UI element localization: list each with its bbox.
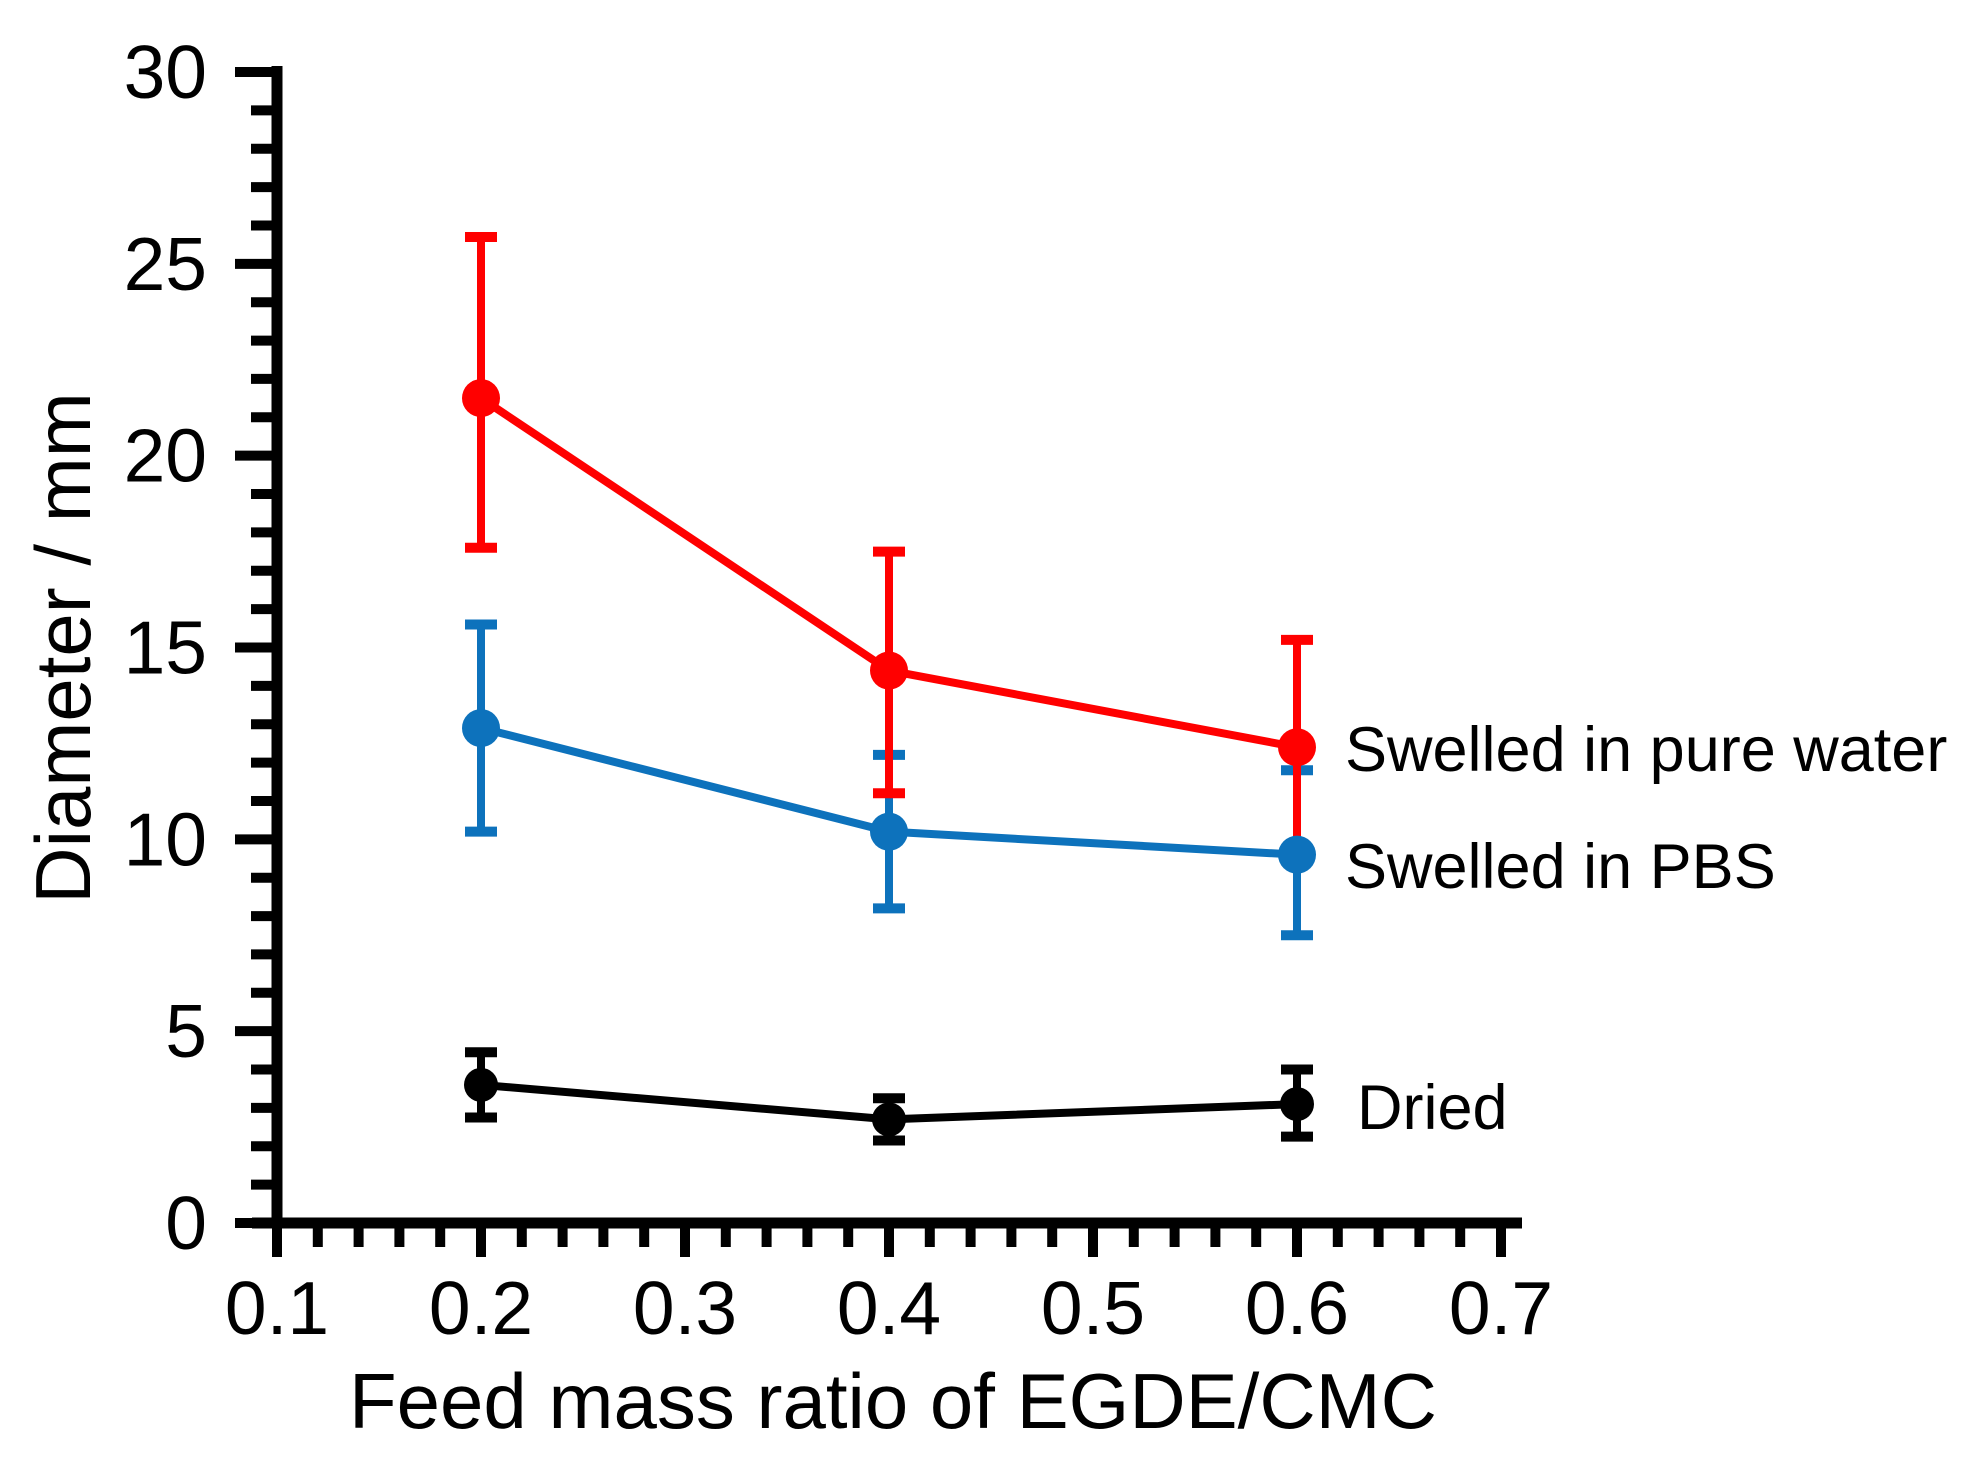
y-tick-label: 30	[124, 30, 207, 114]
x-tick-label: 0.5	[1041, 1266, 1145, 1350]
series-2	[462, 709, 1316, 874]
series-3	[464, 1067, 1314, 1137]
y-tick-label: 25	[124, 222, 207, 306]
series-1	[462, 379, 1316, 767]
x-tick-label: 0.4	[837, 1266, 941, 1350]
y-axis-ticks	[235, 66, 277, 1228]
x-tick-label: 0.3	[633, 1266, 737, 1350]
data-point-marker	[1280, 1087, 1314, 1122]
x-tick-label: 0.2	[429, 1266, 533, 1350]
y-tick-label: 5	[165, 989, 207, 1073]
x-tick-label: 0.7	[1449, 1266, 1553, 1350]
legend-label-pbs: Swelled in PBS	[1345, 832, 1776, 902]
legend-label-dried: Dried	[1357, 1073, 1508, 1143]
errorbar-group-1	[465, 231, 1313, 860]
data-point-marker	[464, 1067, 498, 1102]
data-point-marker	[872, 1102, 906, 1137]
y-tick-label: 20	[124, 414, 207, 498]
data-point-marker	[462, 379, 500, 418]
legend: Swelled in pure water Swelled in PBS Dri…	[1345, 715, 1947, 1143]
data-point-marker	[870, 812, 908, 851]
y-axis-title: Diameter / mm	[19, 392, 107, 903]
x-axis-tick-labels: 0.1 0.2 0.3 0.4 0.5 0.6 0.7	[225, 1266, 1553, 1350]
y-tick-label: 15	[124, 605, 207, 689]
series-layer	[462, 379, 1316, 1137]
data-point-marker	[1278, 728, 1316, 767]
x-axis-title: Feed mass ratio of EGDE/CMC	[349, 1357, 1437, 1445]
data-point-marker	[870, 651, 908, 690]
legend-label-pure-water: Swelled in pure water	[1345, 715, 1947, 785]
y-tick-label: 0	[165, 1181, 207, 1265]
data-point-marker	[462, 709, 500, 748]
y-axis-tick-labels: 0 5 10 15 20 25 30	[124, 30, 207, 1265]
y-tick-label: 10	[124, 797, 207, 881]
x-axis-ticks	[272, 1223, 1506, 1257]
axes: 0.1 0.2 0.3 0.4 0.5 0.6 0.7 0 5 10 15 20 25 30	[124, 30, 1554, 1350]
x-tick-label: 0.1	[225, 1266, 329, 1350]
data-point-marker	[1278, 835, 1316, 874]
x-tick-label: 0.6	[1245, 1266, 1349, 1350]
